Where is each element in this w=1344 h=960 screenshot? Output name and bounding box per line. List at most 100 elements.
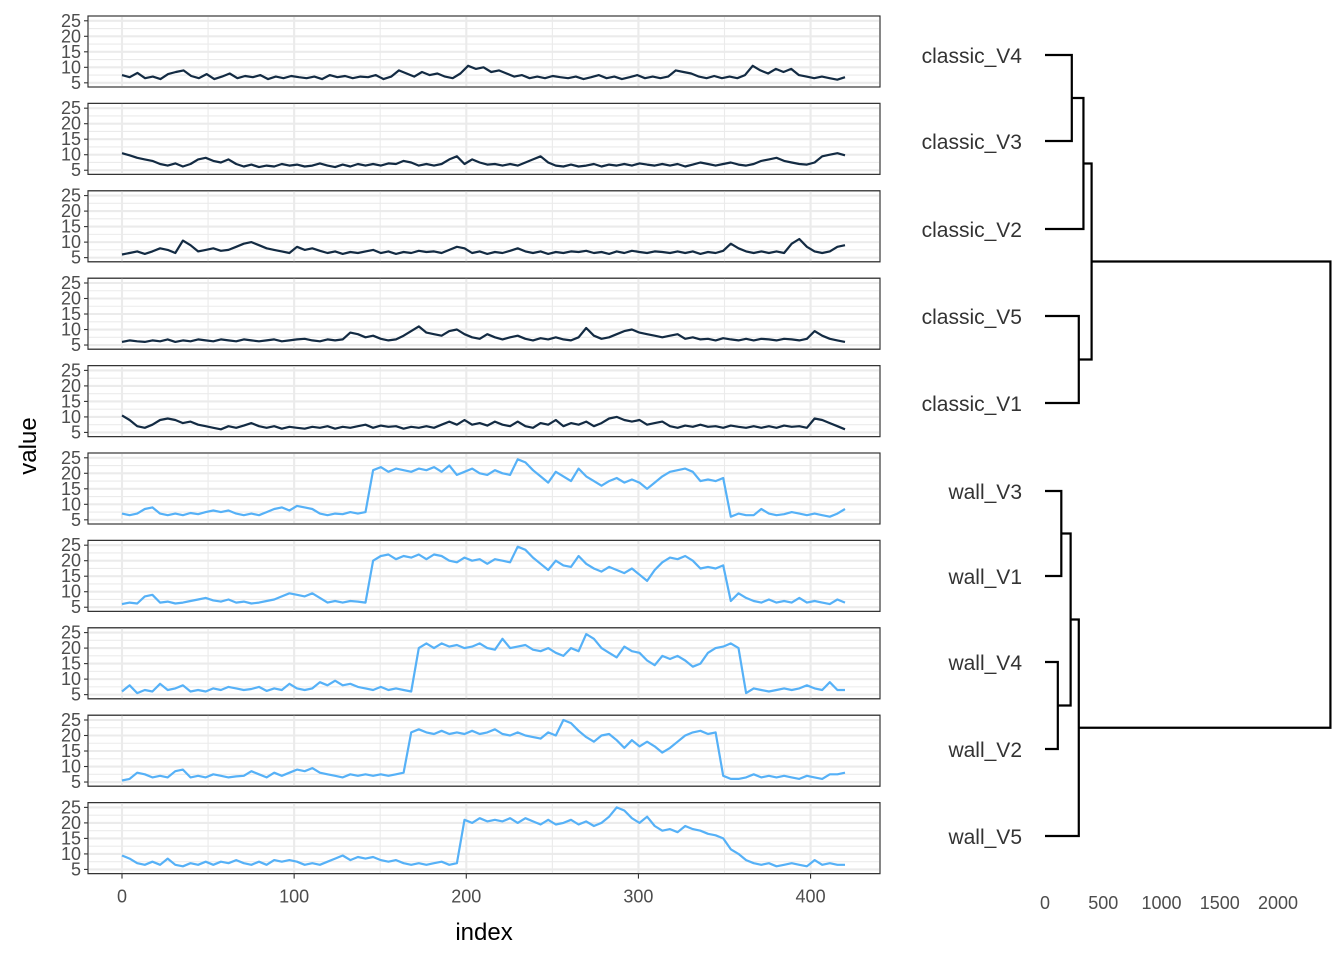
y-tick-label: 25: [61, 448, 81, 468]
y-tick-label: 25: [61, 273, 81, 293]
dendrogram-leaf-label: wall_V4: [947, 652, 1022, 675]
y-tick-label: 15: [61, 479, 81, 499]
series-line-wall: [121, 806, 845, 868]
y-tick-label: 25: [61, 535, 81, 555]
y-tick-label: 20: [61, 551, 81, 571]
y-tick-label: 5: [71, 685, 81, 705]
y-tick-label: 20: [61, 463, 81, 483]
y-tick-label: 20: [61, 813, 81, 833]
x-axis: 0 100 200 300 400: [117, 873, 826, 907]
y-tick-label: 10: [61, 844, 81, 864]
series-line-classic: [121, 152, 846, 169]
y-tick-label: 20: [61, 26, 81, 46]
series-line-classic: [121, 414, 846, 431]
y-tick-label: 5: [71, 248, 81, 268]
facet-panels: 5101520255101520255101520255101520255101…: [61, 11, 881, 879]
y-tick-label: 20: [61, 201, 81, 221]
dendrogram-link: [1078, 162, 1093, 361]
y-tick-label: 25: [61, 710, 81, 730]
x-tick-label: 200: [451, 887, 481, 907]
series-line-wall: [121, 718, 846, 782]
dendrogram-leaf-label: classic_V3: [922, 131, 1022, 154]
y-tick-label: 20: [61, 638, 81, 658]
y-tick-label: 5: [71, 335, 81, 355]
y-tick-label: 20: [61, 289, 81, 309]
y-tick-label: 10: [61, 232, 81, 252]
x-tick-label: 100: [279, 887, 309, 907]
dendrogram-x-tick-label: 1000: [1141, 893, 1181, 913]
y-tick-label: 10: [61, 320, 81, 340]
dendrogram-x-tick-label: 2000: [1258, 893, 1298, 913]
y-tick-label: 20: [61, 114, 81, 134]
panel-frame: [87, 15, 881, 88]
y-tick-label: 10: [61, 57, 81, 77]
panel-frame: [87, 802, 881, 875]
y-tick-label: 5: [71, 597, 81, 617]
series-line-wall: [121, 458, 846, 518]
y-tick-label: 20: [61, 376, 81, 396]
dendrogram-link: [1078, 260, 1332, 729]
panel-frame: [87, 102, 881, 175]
dendrogram-x-tick-label: 500: [1088, 893, 1118, 913]
y-tick-label: 20: [61, 726, 81, 746]
y-tick-label: 5: [71, 510, 81, 530]
dendrogram-leaf-label: wall_V3: [947, 481, 1022, 504]
dendrogram-leaf-label: classic_V1: [922, 393, 1022, 416]
panel-frame: [87, 452, 881, 525]
x-tick-label: 400: [796, 887, 826, 907]
y-tick-label: 15: [61, 391, 81, 411]
panel-frame: [87, 627, 881, 700]
dendrogram-x-tick-label: 1500: [1200, 893, 1240, 913]
dendrogram-link: [1045, 660, 1059, 751]
dendrogram-leaf-label: classic_V2: [922, 219, 1022, 242]
x-tick-label: 0: [117, 887, 127, 907]
y-tick-label: 15: [61, 129, 81, 149]
y-tick-label: 15: [61, 566, 81, 586]
y-tick-label: 5: [71, 160, 81, 180]
dendrogram-link: [1045, 314, 1080, 405]
panel-frame: [87, 365, 881, 438]
series-line-classic: [121, 64, 846, 81]
y-tick-label: 25: [61, 186, 81, 206]
dendrogram-link: [1045, 53, 1073, 143]
panel-frame: [87, 714, 881, 787]
y-tick-label: 5: [71, 422, 81, 442]
y-tick-label: 25: [61, 623, 81, 643]
dendrogram-x-tick-label: 0: [1040, 893, 1050, 913]
y-tick-label: 15: [61, 42, 81, 62]
dendrogram-link: [1057, 532, 1072, 707]
y-tick-label: 15: [61, 304, 81, 324]
y-tick-label: 25: [61, 11, 81, 31]
dendrogram-leaf-label: classic_V5: [922, 306, 1022, 329]
y-tick-label: 5: [71, 772, 81, 792]
series-line-wall: [121, 545, 846, 606]
y-tick-label: 10: [61, 669, 81, 689]
panel-frame: [87, 190, 881, 263]
dendrogram: classic_V4 classic_V3 classic_V2 classic_V5…: [922, 45, 1332, 913]
y-tick-label: 5: [71, 73, 81, 93]
y-tick-label: 25: [61, 360, 81, 380]
dendrogram-link: [1045, 489, 1063, 578]
dendrogram-link: [1045, 96, 1085, 231]
y-tick-label: 10: [61, 757, 81, 777]
y-tick-label: 15: [61, 217, 81, 237]
dendrogram-leaf-label: wall_V2: [947, 739, 1022, 762]
dendrogram-link: [1045, 618, 1080, 838]
y-tick-label: 10: [61, 494, 81, 514]
y-tick-label: 5: [71, 859, 81, 879]
x-tick-label: 300: [623, 887, 653, 907]
y-axis-title: value: [15, 417, 42, 474]
y-tick-label: 15: [61, 741, 81, 761]
y-tick-label: 25: [61, 98, 81, 118]
series-line-classic: [121, 325, 846, 343]
y-tick-label: 15: [61, 654, 81, 674]
